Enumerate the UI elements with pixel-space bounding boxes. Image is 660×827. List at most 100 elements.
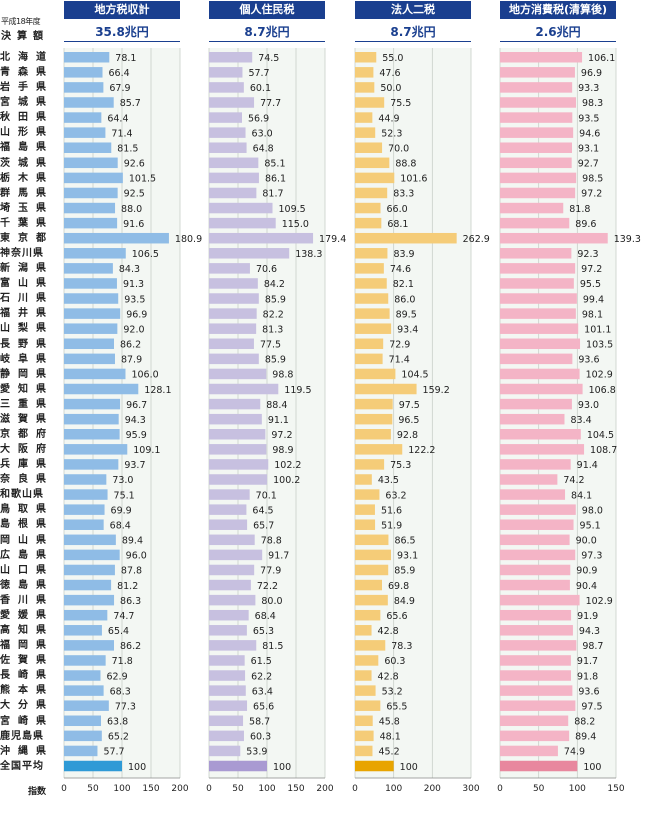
bar-value-label: 86.0 (394, 294, 415, 305)
prefecture-label: 愛媛県 (0, 609, 54, 621)
bar-value-label: 64.4 (107, 113, 128, 124)
bar-value-label: 98.0 (582, 505, 603, 516)
bar (355, 504, 375, 515)
bar-value-label: 75.5 (390, 98, 411, 109)
bar-value-label: 93.6 (578, 686, 599, 697)
bar (209, 112, 243, 123)
bar (500, 338, 581, 350)
bar-value-label: 74.7 (113, 611, 134, 622)
prefecture-label: 北海道 (0, 52, 54, 63)
x-tick-label: 0 (352, 784, 358, 794)
plot-background (500, 48, 616, 778)
prefecture-label: 全国平均 (0, 760, 44, 772)
bar (500, 157, 572, 169)
bar (209, 685, 246, 696)
bar-value-label: 71.4 (389, 355, 410, 366)
bar (500, 308, 576, 319)
bar-value-label: 92.0 (123, 324, 144, 335)
bar (64, 670, 101, 681)
x-tick-label: 50 (232, 784, 244, 794)
prefecture-label: 山形県 (0, 127, 54, 139)
bar (64, 263, 113, 274)
bar (64, 398, 121, 410)
bar (355, 730, 374, 742)
bar (355, 474, 372, 485)
bar (209, 625, 247, 636)
bar (355, 353, 383, 365)
bar-value-label: 69.8 (388, 581, 409, 592)
bar-value-label: 95.5 (580, 279, 601, 290)
bar (500, 640, 577, 651)
bar (209, 82, 244, 93)
bar (64, 82, 104, 93)
prefecture-label: 愛知県 (0, 383, 54, 395)
bar (64, 338, 114, 350)
bar (500, 263, 576, 274)
prefecture-label: 鹿児島県 (0, 730, 44, 742)
bar (209, 474, 268, 485)
bar (355, 278, 387, 289)
bar-value-label: 83.9 (393, 249, 414, 260)
bar-value-label: 45.2 (378, 747, 399, 758)
bar (209, 232, 314, 244)
settlement-amount-label: 決算額 (1, 31, 49, 42)
bar-value-label: 56.9 (248, 113, 269, 124)
bar-value-label: 81.5 (262, 641, 283, 652)
bar-value-label: 53.2 (382, 686, 403, 697)
bar (209, 97, 255, 108)
bar (64, 248, 126, 259)
bar (500, 715, 569, 727)
bar-value-label: 74.6 (390, 264, 411, 275)
bar-value-label: 80.0 (261, 596, 282, 607)
bar (64, 293, 119, 304)
bar-value-label: 179.4 (319, 234, 346, 245)
bar-value-label: 52.3 (381, 128, 402, 139)
bar-value-label: 100 (583, 762, 601, 773)
bar (209, 368, 267, 380)
bar-value-label: 65.6 (386, 611, 407, 622)
bar (500, 489, 566, 500)
bar (64, 474, 107, 485)
bar (64, 700, 109, 711)
bar-value-label: 82.2 (263, 309, 284, 320)
bar (209, 459, 269, 470)
bar (500, 564, 571, 576)
bar-value-label: 85.9 (394, 566, 415, 577)
bar (355, 685, 376, 696)
bar-value-label: 96.9 (126, 309, 147, 320)
bar (500, 670, 571, 681)
bar (209, 609, 249, 621)
prefecture-label: 岐阜県 (0, 353, 54, 365)
bar (355, 308, 390, 319)
bar-value-label: 45.8 (379, 717, 400, 728)
panel-total: 8.7兆円 (209, 24, 325, 42)
bar-value-label: 100 (128, 762, 146, 773)
bar (500, 685, 573, 696)
bar (500, 248, 572, 259)
bar (209, 655, 245, 666)
bar (209, 338, 254, 350)
bar (500, 459, 571, 470)
bar (500, 353, 573, 365)
prefecture-label: 岡山県 (0, 534, 54, 546)
prefecture-label: 石川県 (0, 293, 54, 305)
bar-value-label: 128.1 (144, 385, 171, 396)
bar-value-label: 106.1 (588, 53, 615, 64)
bar-value-label: 44.9 (378, 113, 399, 124)
bar-value-label: 75.1 (114, 490, 135, 501)
index-axis-label: 指数 (28, 787, 47, 797)
bar-value-label: 70.0 (388, 143, 409, 154)
bar-value-label: 96.5 (398, 415, 419, 426)
bar (355, 564, 389, 576)
prefecture-label: 長野県 (0, 338, 54, 350)
panel-total: 2.6兆円 (500, 24, 616, 42)
bar-value-label: 97.2 (581, 189, 602, 200)
bar (209, 67, 243, 78)
bar-value-label: 106.0 (131, 370, 158, 381)
bar (500, 383, 583, 395)
bar (355, 52, 377, 63)
bar (500, 82, 573, 93)
plot-background (355, 48, 471, 778)
bar-value-label: 86.1 (265, 174, 286, 185)
bar (209, 715, 244, 727)
